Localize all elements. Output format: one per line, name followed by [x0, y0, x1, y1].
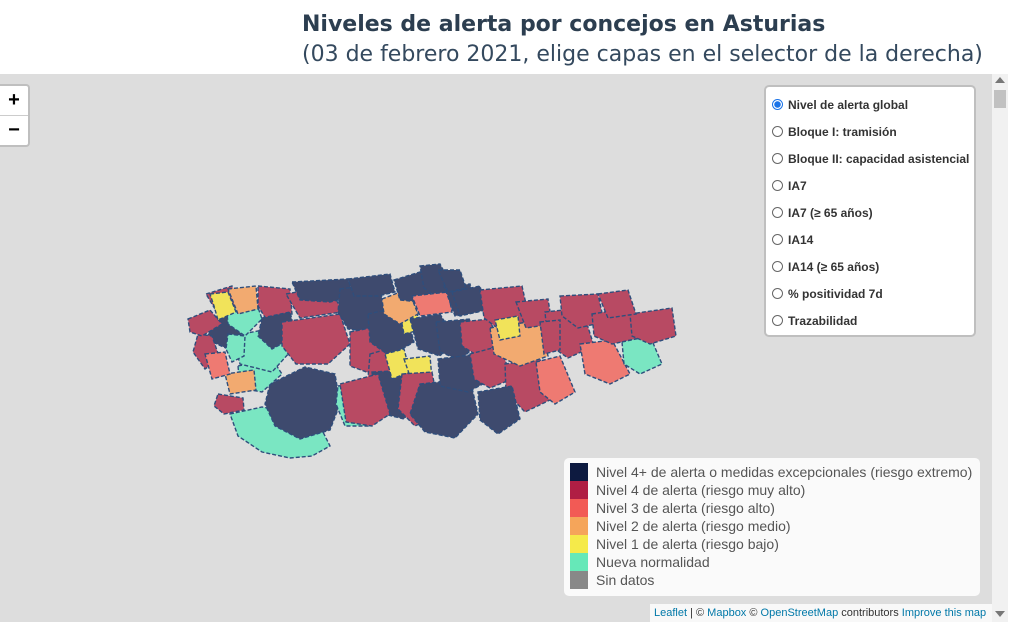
layer-option-ia14-65[interactable]: IA14 (≥ 65 años) — [772, 253, 974, 280]
zoom-out-button[interactable]: − — [0, 115, 28, 145]
layer-label: Trazabilidad — [788, 313, 858, 328]
municipality-region[interactable] — [213, 393, 245, 415]
page-subtitle: (03 de febrero 2021, elige capas en el s… — [302, 42, 983, 67]
legend-label: Nueva normalidad — [596, 554, 710, 570]
legend-label: Nivel 3 de alerta (riesgo alto) — [596, 500, 775, 516]
legend-item: Nivel 1 de alerta (riesgo bajo) — [570, 535, 980, 553]
municipality-region[interactable] — [539, 319, 561, 355]
municipality-region[interactable] — [224, 369, 257, 395]
layer-option-bloque-1[interactable]: Bloque I: tramisión — [772, 118, 974, 145]
layer-label: IA14 — [788, 232, 814, 247]
legend-swatch — [570, 553, 588, 571]
layer-option-global[interactable]: Nivel de alerta global — [772, 91, 974, 118]
municipality-region[interactable] — [227, 285, 259, 315]
layer-option-positividad[interactable]: % positividad 7d — [772, 280, 974, 307]
layer-label: Bloque II: capacidad asistencial — [788, 151, 970, 166]
layer-option-bloque-2[interactable]: Bloque II: capacidad asistencial — [772, 145, 974, 172]
attribution-copy: © — [746, 607, 761, 619]
legend-swatch — [570, 571, 588, 589]
radio-icon[interactable] — [772, 207, 783, 218]
municipality-region[interactable] — [347, 273, 396, 297]
municipality-region[interactable] — [451, 285, 487, 317]
map-canvas[interactable]: + − Nivel de alerta global Bloque I: tra… — [0, 74, 992, 622]
radio-icon[interactable] — [772, 126, 783, 137]
scrollbar-thumb[interactable] — [994, 90, 1006, 108]
legend-item: Nivel 2 de alerta (riesgo medio) — [570, 517, 980, 535]
legend-swatch — [570, 499, 588, 517]
radio-icon[interactable] — [772, 180, 783, 191]
municipality-region[interactable] — [621, 335, 663, 375]
municipality-region[interactable] — [477, 385, 521, 435]
municipality-region[interactable] — [339, 373, 391, 427]
layer-label: IA7 — [788, 178, 807, 193]
municipality-region[interactable] — [597, 289, 637, 319]
radio-icon[interactable] — [772, 288, 783, 299]
layer-option-ia7-65[interactable]: IA7 (≥ 65 años) — [772, 199, 974, 226]
map-legend: Nivel 4+ de alerta o medidas excepcional… — [564, 458, 980, 596]
osm-link[interactable]: OpenStreetMap — [760, 607, 839, 619]
legend-label: Sin datos — [596, 572, 655, 588]
municipality-region[interactable] — [411, 291, 453, 317]
layer-option-ia14[interactable]: IA14 — [772, 226, 974, 253]
vertical-scrollbar[interactable] — [992, 74, 1008, 622]
attribution-sep: | © — [687, 607, 708, 619]
asturias-choropleth — [187, 263, 677, 459]
page-title: Niveles de alerta por concejos en Asturi… — [302, 12, 826, 37]
scroll-up-arrow-icon[interactable] — [995, 77, 1005, 83]
zoom-in-button[interactable]: + — [8, 89, 20, 111]
map-attribution: Leaflet | © Mapbox © OpenStreetMap contr… — [650, 604, 992, 622]
layer-label: IA7 (≥ 65 años) — [788, 205, 873, 220]
legend-swatch — [570, 535, 588, 553]
zoom-control: + − — [0, 84, 30, 147]
municipality-region[interactable] — [629, 307, 677, 345]
layer-label: % positividad 7d — [788, 286, 883, 301]
legend-swatch — [570, 463, 588, 481]
municipality-region[interactable] — [257, 285, 293, 320]
municipality-region[interactable] — [281, 313, 351, 365]
legend-label: Nivel 1 de alerta (riesgo bajo) — [596, 536, 779, 552]
municipality-region[interactable] — [187, 309, 224, 337]
layer-label: Bloque I: tramisión — [788, 124, 897, 139]
legend-item: Nueva normalidad — [570, 553, 980, 571]
legend-label: Nivel 2 de alerta (riesgo medio) — [596, 518, 791, 534]
legend-swatch — [570, 517, 588, 535]
legend-item: Nivel 3 de alerta (riesgo alto) — [570, 499, 980, 517]
layer-option-ia7[interactable]: IA7 — [772, 172, 974, 199]
municipality-region[interactable] — [209, 291, 237, 321]
layer-selector: Nivel de alerta global Bloque I: tramisi… — [764, 85, 976, 337]
municipality-region[interactable] — [535, 355, 576, 405]
radio-icon[interactable] — [772, 261, 783, 272]
attribution-contributors: contributors — [838, 607, 902, 619]
radio-icon[interactable] — [772, 315, 783, 326]
layer-option-trazabilidad[interactable]: Trazabilidad — [772, 307, 974, 334]
layer-label: Nivel de alerta global — [788, 97, 909, 112]
municipality-region[interactable] — [204, 351, 231, 380]
radio-icon[interactable] — [772, 153, 783, 164]
legend-item: Sin datos — [570, 571, 980, 589]
layer-label: IA14 (≥ 65 años) — [788, 259, 880, 274]
radio-icon[interactable] — [772, 234, 783, 245]
municipality-region[interactable] — [225, 333, 246, 363]
improve-map-link[interactable]: Improve this map — [901, 607, 987, 619]
municipality-region[interactable] — [436, 269, 467, 293]
scroll-down-arrow-icon[interactable] — [995, 611, 1005, 617]
mapbox-link[interactable]: Mapbox — [707, 607, 747, 619]
legend-label: Nivel 4 de alerta (riesgo muy alto) — [596, 482, 806, 498]
legend-item: Nivel 4+ de alerta o medidas excepcional… — [570, 463, 980, 481]
leaflet-link[interactable]: Leaflet — [654, 607, 688, 619]
header: Niveles de alerta por concejos en Asturi… — [0, 0, 1024, 74]
legend-swatch — [570, 481, 588, 499]
legend-label: Nivel 4+ de alerta o medidas excepcional… — [596, 464, 973, 480]
municipality-region[interactable] — [494, 315, 521, 341]
legend-item: Nivel 4 de alerta (riesgo muy alto) — [570, 481, 980, 499]
radio-icon[interactable] — [772, 99, 783, 110]
municipality-region[interactable] — [264, 366, 341, 440]
